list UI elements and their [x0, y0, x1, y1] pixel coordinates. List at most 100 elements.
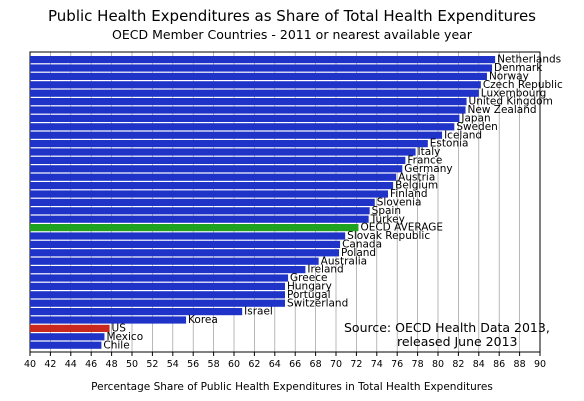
bar-israel [30, 308, 243, 316]
bar-label: Israel [244, 306, 273, 318]
bar-ireland [30, 266, 306, 274]
bar-label: Sweden [456, 121, 498, 133]
bar-label: Japan [460, 113, 490, 125]
x-tick-label: 54 [167, 359, 179, 370]
bar-slovak-republic [30, 232, 346, 240]
bar-united-kingdom [30, 98, 467, 106]
source-annotation-line2: released June 2013 [397, 334, 518, 349]
bar-germany [30, 165, 403, 173]
x-tick-label: 84 [473, 359, 485, 370]
bar-label: Italy [418, 146, 441, 158]
bar-label: Spain [372, 205, 401, 217]
bar-japan [30, 114, 460, 122]
bar-label: Turkey [370, 213, 405, 225]
x-tick-label: 74 [371, 359, 383, 370]
x-tick-label: 44 [65, 359, 77, 370]
bar-luxembourg [30, 89, 479, 97]
bar-chile [30, 341, 102, 349]
bar-label: New Zealand [468, 104, 537, 116]
bar-sweden [30, 123, 455, 131]
bar-label: Germany [404, 163, 452, 175]
bar-label: France [407, 155, 442, 167]
x-tick-label: 56 [187, 359, 199, 370]
bar-austria [30, 173, 397, 181]
x-tick-label: 42 [44, 359, 56, 370]
bar-italy [30, 148, 416, 156]
bar-label: Belgium [395, 180, 438, 192]
bar-label: Czech Republic [483, 79, 563, 91]
x-tick-label: 50 [126, 359, 138, 370]
bar-iceland [30, 131, 443, 139]
bar-france [30, 156, 406, 164]
x-tick-label: 58 [208, 359, 220, 370]
bar-switzerland [30, 299, 285, 307]
bar-new-zealand [30, 106, 466, 114]
bar-label: Slovenia [377, 197, 422, 209]
x-tick-label: 86 [493, 359, 505, 370]
bar-label: OECD AVERAGE [360, 222, 443, 234]
bar-slovenia [30, 198, 375, 206]
x-tick-label: 70 [330, 359, 342, 370]
x-tick-label: 76 [391, 359, 403, 370]
x-tick-label: 52 [146, 359, 158, 370]
chart-subtitle: OECD Member Countries - 2011 or nearest … [112, 27, 472, 42]
bar-australia [30, 257, 319, 265]
bar-label: United Kingdom [469, 96, 553, 108]
x-tick-label: 68 [310, 359, 322, 370]
x-tick-label: 64 [269, 359, 281, 370]
bar-hungary [30, 282, 285, 290]
bar-spain [30, 207, 370, 215]
bar-label: Slovak Republic [347, 230, 430, 242]
bar-label: Australia [321, 255, 367, 267]
bars [30, 56, 496, 349]
x-tick-label: 46 [85, 359, 97, 370]
x-axis-ticks: 40 42 44 46 48 50 52 54 56 58 60 62 64 66 68 70 72 74 76 78… [24, 352, 546, 370]
x-tick-label: 82 [452, 359, 464, 370]
bar-label: Portugal [287, 289, 331, 301]
bar-estonia [30, 140, 428, 148]
x-tick-label: 80 [432, 359, 444, 370]
bar-turkey [30, 215, 369, 223]
bar-finland [30, 190, 389, 198]
bar-label: Switzerland [287, 297, 348, 309]
bar-label: Finland [390, 188, 428, 200]
source-annotation-line1: Source: OECD Health Data 2013, [344, 320, 550, 335]
x-tick-label: 66 [289, 359, 301, 370]
x-tick-label: 48 [106, 359, 118, 370]
bar-label: Norway [489, 71, 529, 83]
bar-netherlands [30, 56, 496, 64]
bar-label: Iceland [444, 129, 482, 141]
x-tick-label: 88 [514, 359, 526, 370]
x-tick-label: 60 [228, 359, 240, 370]
bar-label: Greece [290, 272, 327, 284]
x-tick-label: 90 [534, 359, 546, 370]
bar-label: Denmark [494, 62, 543, 74]
bar-label: Hungary [287, 281, 332, 293]
bar-portugal [30, 291, 285, 299]
bar-mexico [30, 333, 105, 341]
bar-label: Estonia [430, 138, 469, 150]
bar-belgium [30, 182, 394, 190]
bar-label: US [112, 323, 127, 335]
bar-greece [30, 274, 289, 282]
bar-label: Mexico [106, 331, 143, 343]
chart-title: Public Health Expenditures as Share of T… [48, 7, 536, 25]
bar-poland [30, 249, 340, 257]
bar-label: Poland [341, 247, 376, 259]
bar-label: Austria [398, 171, 435, 183]
bar-canada [30, 240, 341, 248]
bar-czech-republic [30, 81, 481, 89]
bar-label: Chile [103, 339, 129, 351]
bar-oecd-average [30, 224, 359, 232]
x-tick-label: 40 [24, 359, 36, 370]
bar-korea [30, 316, 187, 324]
bar-us [30, 324, 110, 332]
x-tick-label: 78 [412, 359, 424, 370]
bar-label: Korea [188, 314, 218, 326]
bar-label: Canada [342, 239, 382, 251]
x-tick-label: 72 [350, 359, 362, 370]
bar-label: Ireland [307, 264, 343, 276]
x-tick-label: 62 [248, 359, 260, 370]
